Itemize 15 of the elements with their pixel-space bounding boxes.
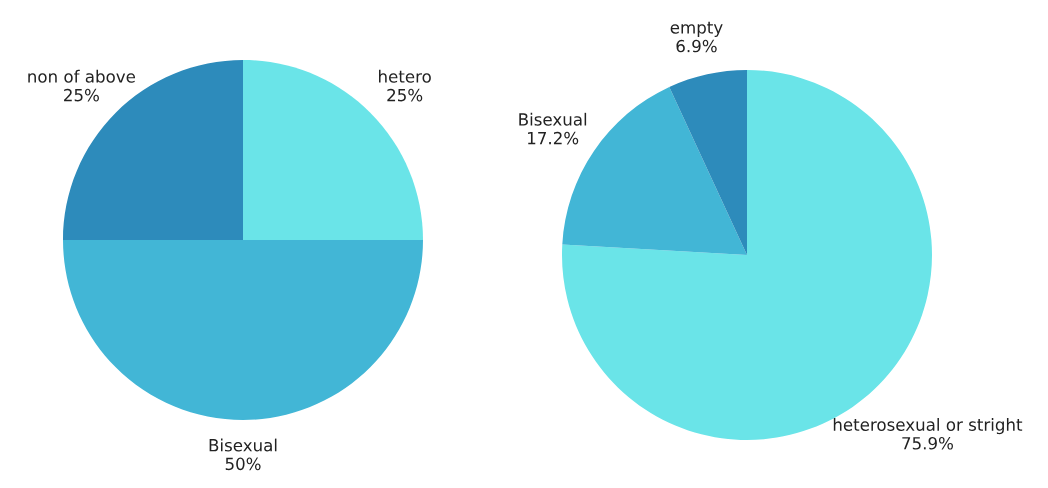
data-label: 17.2%: [528, 131, 579, 145]
pie-slice: [63, 60, 243, 240]
slice-label: empty: [670, 21, 723, 37]
slice-label: heterosexual or stright: [833, 418, 1023, 435]
slice-label: Bisexual: [209, 438, 277, 452]
slice-label: hetero: [379, 69, 431, 83]
data-label: 75.9%: [902, 436, 953, 450]
data-label: 50%: [225, 457, 261, 471]
data-label: 25%: [64, 88, 99, 102]
pie-slice: [63, 240, 423, 420]
data-label: 6.9%: [676, 39, 717, 53]
pie-slice: [669, 70, 747, 255]
slice-label: Bisexual: [519, 112, 587, 126]
data-label: 25%: [387, 88, 423, 102]
slice-label: non of above: [28, 69, 136, 83]
